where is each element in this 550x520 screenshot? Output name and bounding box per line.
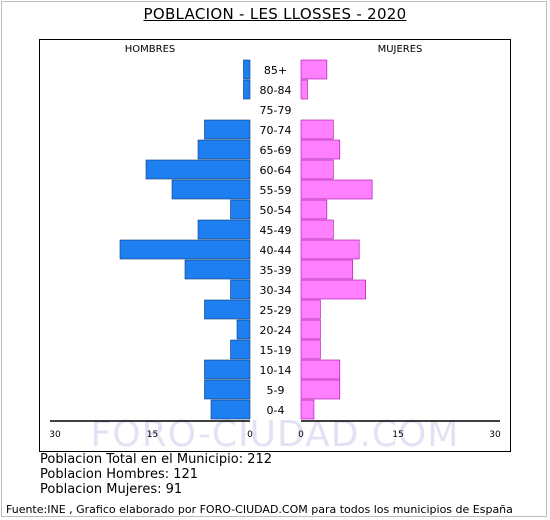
x-tick-right: 0 — [298, 430, 304, 440]
bar-hombres-10-14 — [204, 359, 251, 380]
stat-total: Poblacion Total en el Municipio: 212 — [40, 452, 273, 467]
age-label: 70-74 — [260, 124, 292, 137]
bar-mujeres-0-4 — [300, 399, 315, 420]
age-label: 80-84 — [260, 84, 292, 97]
x-tick-left: 30 — [49, 430, 61, 440]
bar-mujeres-80-84 — [300, 79, 308, 100]
bar-hombres-50-54 — [230, 199, 251, 220]
bar-mujeres-40-44 — [300, 239, 360, 260]
bar-hombres-85+ — [243, 59, 251, 80]
age-label: 50-54 — [260, 204, 292, 217]
bar-mujeres-45-49 — [300, 219, 334, 240]
age-label: 15-19 — [260, 344, 292, 357]
chart-title: POBLACION - LES LLOSSES - 2020 — [143, 5, 407, 23]
left-series-label: HOMBRES — [125, 44, 176, 55]
bar-mujeres-30-34 — [300, 279, 366, 300]
age-label: 45-49 — [260, 224, 292, 237]
bar-hombres-25-29 — [204, 299, 251, 320]
bar-hombres-45-49 — [197, 219, 251, 240]
x-axis-group: 30 15 0 0 15 30 — [49, 420, 501, 440]
age-label: 10-14 — [260, 364, 292, 377]
age-label: 75-79 — [260, 104, 292, 117]
stat-mujeres: Poblacion Mujeres: 91 — [40, 482, 183, 497]
stats-block: Poblacion Total en el Municipio: 212 Pob… — [40, 452, 272, 497]
age-label: 40-44 — [260, 244, 292, 257]
bar-hombres-65-69 — [197, 139, 251, 160]
age-label: 55-59 — [260, 184, 292, 197]
bar-mujeres-65-69 — [300, 139, 341, 160]
bar-mujeres-70-74 — [300, 119, 334, 140]
age-label: 0-4 — [267, 404, 285, 417]
bar-hombres-70-74 — [204, 119, 251, 140]
stat-hombres: Poblacion Hombres: 121 — [40, 467, 199, 482]
age-label: 5-9 — [267, 384, 285, 397]
bar-mujeres-20-24 — [300, 319, 321, 340]
right-series-label: MUJERES — [378, 44, 423, 55]
age-label: 30-34 — [260, 284, 292, 297]
x-tick-right: 30 — [489, 430, 501, 440]
bar-mujeres-25-29 — [300, 299, 321, 320]
bar-hombres-55-59 — [171, 179, 251, 200]
x-tick-left: 15 — [147, 430, 158, 440]
bar-hombres-60-64 — [145, 159, 251, 180]
bar-mujeres-50-54 — [300, 199, 328, 220]
bar-hombres-30-34 — [230, 279, 251, 300]
chart-frame — [39, 39, 511, 452]
age-label: 85+ — [264, 64, 287, 77]
bar-hombres-35-39 — [184, 259, 251, 280]
age-label: 60-64 — [260, 164, 292, 177]
bar-hombres-40-44 — [119, 239, 251, 260]
bar-mujeres-85+ — [300, 59, 328, 80]
source-note: Fuente:INE , Grafico elaborado por FORO-… — [6, 503, 513, 516]
bar-mujeres-60-64 — [300, 159, 334, 180]
bar-mujeres-55-59 — [300, 179, 373, 200]
bar-mujeres-5-9 — [300, 379, 341, 400]
age-label: 25-29 — [260, 304, 292, 317]
bar-hombres-15-19 — [230, 339, 251, 360]
age-labels-group: 85+ 80-84 75-79 70-74 65-69 60-64 55-59 50-54 45… — [260, 64, 292, 417]
bar-hombres-0-4 — [210, 399, 251, 420]
x-tick-right: 15 — [392, 430, 403, 440]
bar-hombres-5-9 — [204, 379, 251, 400]
age-label: 20-24 — [260, 324, 292, 337]
x-tick-left: 0 — [247, 430, 253, 440]
age-label: 65-69 — [260, 144, 292, 157]
bar-mujeres-10-14 — [300, 359, 341, 380]
bar-hombres-80-84 — [243, 79, 251, 100]
bar-mujeres-35-39 — [300, 259, 354, 280]
bars-group — [119, 59, 373, 420]
bar-mujeres-15-19 — [300, 339, 321, 360]
age-label: 35-39 — [260, 264, 292, 277]
bar-hombres-20-24 — [236, 319, 251, 340]
